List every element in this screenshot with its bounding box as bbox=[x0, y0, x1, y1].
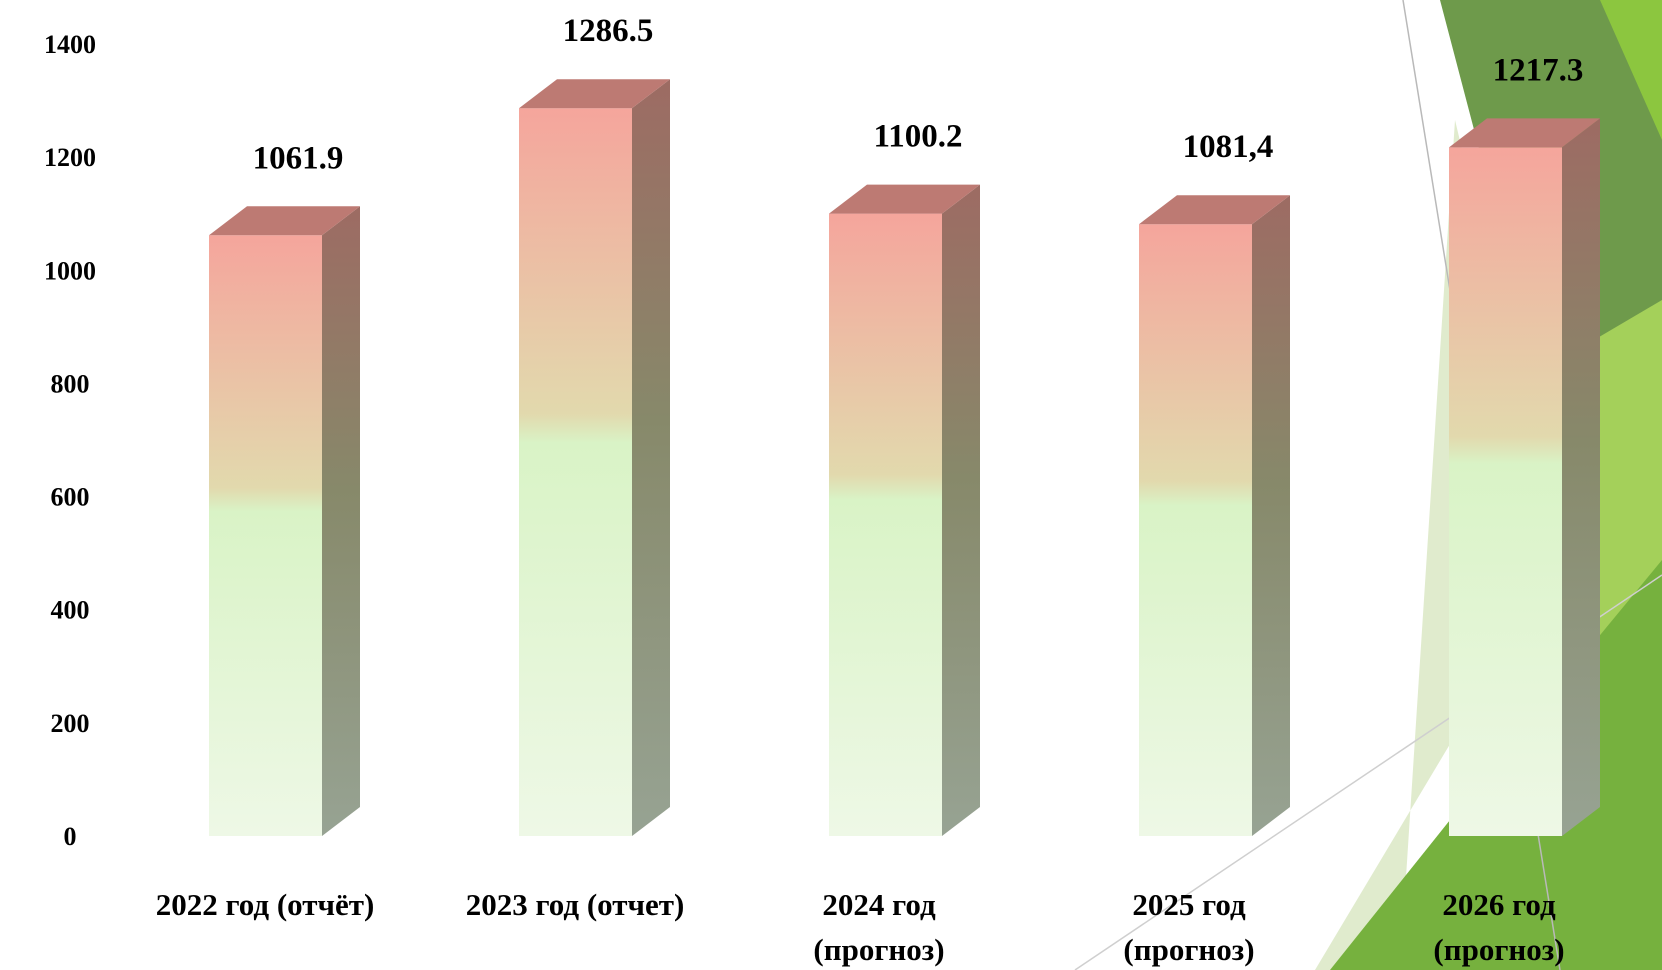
bar bbox=[829, 213, 942, 836]
x-tick-label: (прогноз) bbox=[1123, 932, 1254, 967]
data-label: 1081,4 bbox=[1183, 129, 1274, 165]
data-label: 1100.2 bbox=[874, 119, 963, 155]
deco-bright-green-sliver bbox=[1600, 0, 1662, 140]
bar-group: 1217.3 bbox=[1449, 52, 1600, 836]
bar-group: 1100.2 bbox=[829, 119, 980, 836]
x-tick-label: 2025 год bbox=[1132, 887, 1246, 922]
bar bbox=[1449, 147, 1562, 836]
data-label: 1217.3 bbox=[1493, 52, 1584, 88]
y-tick-label: 600 bbox=[51, 483, 90, 512]
y-axis: 0 200 400 600 800 1000 1200 1400 bbox=[44, 30, 96, 851]
bar bbox=[519, 108, 632, 837]
bar-side bbox=[942, 184, 980, 836]
bar-top bbox=[519, 79, 670, 109]
data-label: 1286.5 bbox=[563, 13, 654, 49]
bar-group: 1061.9 bbox=[209, 140, 360, 836]
x-tick-label: 2026 год bbox=[1442, 887, 1556, 922]
data-label: 1061.9 bbox=[253, 140, 344, 176]
bar-side bbox=[1252, 195, 1290, 836]
bar-group: 1286.5 bbox=[519, 13, 670, 837]
bar-side bbox=[632, 79, 670, 837]
y-tick-label: 800 bbox=[51, 369, 90, 398]
x-tick-label: 2022 год (отчёт) bbox=[156, 887, 375, 922]
bar-side bbox=[1562, 118, 1600, 836]
bars: 1061.9 1286.5 1100.2 1081,4 1217.3 bbox=[209, 13, 1600, 837]
bar-top bbox=[209, 206, 360, 236]
y-tick-label: 1400 bbox=[44, 30, 96, 59]
x-tick-label: 2024 год bbox=[822, 887, 936, 922]
bar bbox=[209, 235, 322, 836]
x-tick-label: (прогноз) bbox=[1433, 932, 1564, 967]
y-tick-label: 200 bbox=[51, 709, 90, 738]
bar-top bbox=[829, 184, 980, 214]
bar-top bbox=[1139, 195, 1290, 225]
bar-top bbox=[1449, 118, 1600, 148]
x-axis: 2022 год (отчёт) 2023 год (отчет) 2024 год… bbox=[156, 887, 1565, 967]
y-tick-label: 1200 bbox=[44, 143, 96, 172]
y-tick-label: 400 bbox=[51, 596, 90, 625]
bar bbox=[1139, 224, 1252, 836]
x-tick-label: 2023 год (отчет) bbox=[466, 887, 685, 922]
x-tick-label: (прогноз) bbox=[813, 932, 944, 967]
bar-side bbox=[322, 206, 360, 836]
bar-group: 1081,4 bbox=[1139, 129, 1290, 836]
y-tick-label: 1000 bbox=[44, 256, 96, 285]
y-tick-label: 0 bbox=[64, 822, 77, 851]
